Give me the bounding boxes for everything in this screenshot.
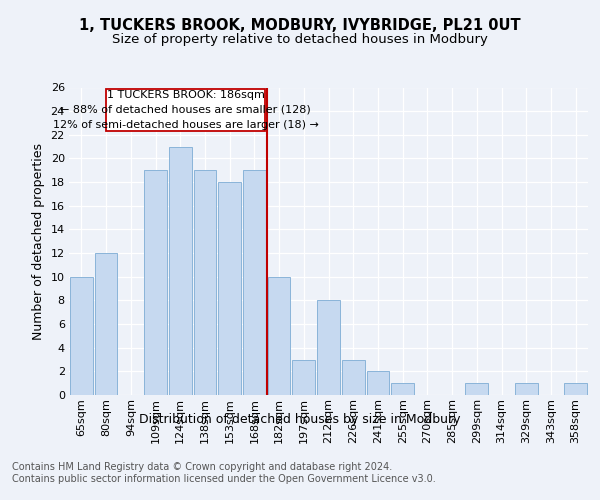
Y-axis label: Number of detached properties: Number of detached properties	[32, 143, 45, 340]
Text: 1 TUCKERS BROOK: 186sqm
← 88% of detached houses are smaller (128)
12% of semi-d: 1 TUCKERS BROOK: 186sqm ← 88% of detache…	[53, 90, 319, 130]
Bar	[144, 170, 167, 395]
Bar	[268, 276, 290, 395]
Text: Contains HM Land Registry data © Crown copyright and database right 2024.
Contai: Contains HM Land Registry data © Crown c…	[12, 462, 436, 484]
Bar	[194, 170, 216, 395]
Bar	[466, 383, 488, 395]
Bar	[243, 170, 266, 395]
Bar	[515, 383, 538, 395]
Text: 1, TUCKERS BROOK, MODBURY, IVYBRIDGE, PL21 0UT: 1, TUCKERS BROOK, MODBURY, IVYBRIDGE, PL…	[79, 18, 521, 32]
Bar	[564, 383, 587, 395]
Text: Size of property relative to detached houses in Modbury: Size of property relative to detached ho…	[112, 32, 488, 46]
Bar	[342, 360, 365, 395]
Bar	[292, 360, 315, 395]
Bar	[106, 88, 265, 132]
Bar	[317, 300, 340, 395]
Bar	[70, 276, 93, 395]
Bar	[218, 182, 241, 395]
Bar	[391, 383, 414, 395]
Text: Distribution of detached houses by size in Modbury: Distribution of detached houses by size …	[139, 412, 461, 426]
Bar	[169, 146, 191, 395]
Bar	[367, 372, 389, 395]
Bar	[95, 253, 118, 395]
